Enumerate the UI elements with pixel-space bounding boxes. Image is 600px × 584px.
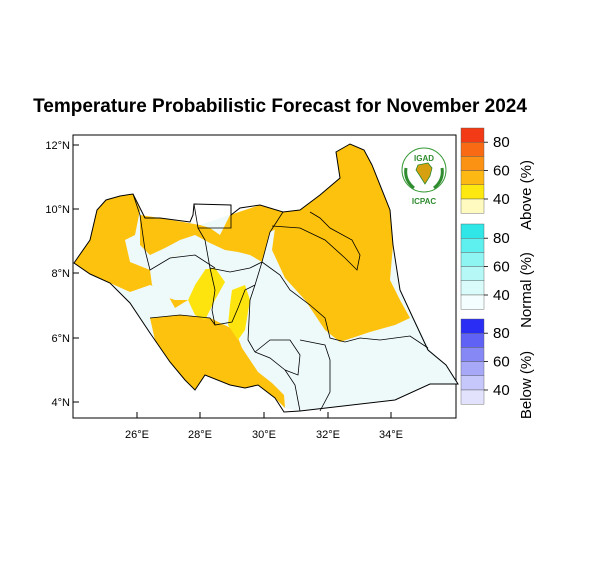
x-tick-label: 30°E [252,429,276,441]
colorbar-swatch [460,389,485,405]
y-tick-label: 6°N [52,333,71,345]
state-borders [132,193,429,412]
map-title: Temperature Probabilistic Forecast for N… [33,96,527,117]
x-tick-label: 32°E [316,429,340,441]
y-tick-label: 8°N [52,268,71,280]
colorbar-swatch [460,141,485,157]
x-tick-label: 28°E [188,429,212,441]
x-ticks [136,412,392,418]
above-light-south [228,285,250,340]
colorbar-swatch [460,294,485,310]
y-tick-label: 10°N [45,204,70,216]
y-tick-label: 12°N [45,140,70,152]
colorbar-normal: 80 60 40 [460,223,510,310]
colorbar-tick-label: 80 [493,325,510,342]
above-northcentral [140,205,290,262]
logo-top-text: IGAD [414,154,434,163]
colorbar-swatch [460,333,485,348]
colorbar-tick-label: 60 [493,354,510,371]
colorbar-swatch [460,223,485,239]
colorbar-swatch [460,156,485,171]
colorbar-swatch [460,347,485,362]
y-ticks [73,144,79,403]
colorbar-swatch [460,127,485,143]
label-above: Above (%) [518,160,535,230]
colorbar-swatch [460,280,485,296]
africa-icon [415,162,433,185]
colorbar-swatch [460,375,485,391]
colorbar-swatch [460,198,485,214]
y-tick-label: 4°N [52,397,71,409]
colorbar-above: 80 60 40 [460,127,510,214]
x-tick-labels: 26°E 28°E 30°E 32°E 34°E [125,429,403,441]
x-tick-label: 34°E [379,429,403,441]
above-east [272,144,410,342]
laurel-icon [404,167,444,190]
logo-bottom-text: ICPAC [412,197,437,206]
x-tick-label: 26°E [125,429,149,441]
colorbar-swatch [460,252,485,267]
colorbar-tick-label: 40 [493,287,510,304]
colorbar-tick-label: 80 [493,134,510,151]
colorbar-swatch [460,361,485,377]
colorbar-swatch [460,170,485,186]
label-normal: Normal (%) [518,252,535,328]
country-border [73,143,459,413]
label-below: Below (%) [518,351,535,419]
colorbar-swatch [460,184,485,200]
colorbar-swatch [460,237,485,253]
colorbar-below: 80 60 40 [460,318,510,405]
colorbar-tick-label: 60 [493,163,510,180]
colorbar-tick-label: 40 [493,382,510,399]
colorbar-tick-label: 60 [493,259,510,276]
y-tick-labels: 12°N 10°N 8°N 6°N 4°N [45,140,70,409]
colorbar-swatch [460,318,485,334]
normal-patch-central [150,250,205,300]
colorbar-tick-label: 80 [493,230,510,247]
colorbar-tick-label: 40 [493,191,510,208]
colorbar-swatch [460,266,485,282]
icpac-logo: IGAD ICPAC [401,147,447,206]
above-southwest [150,315,285,408]
